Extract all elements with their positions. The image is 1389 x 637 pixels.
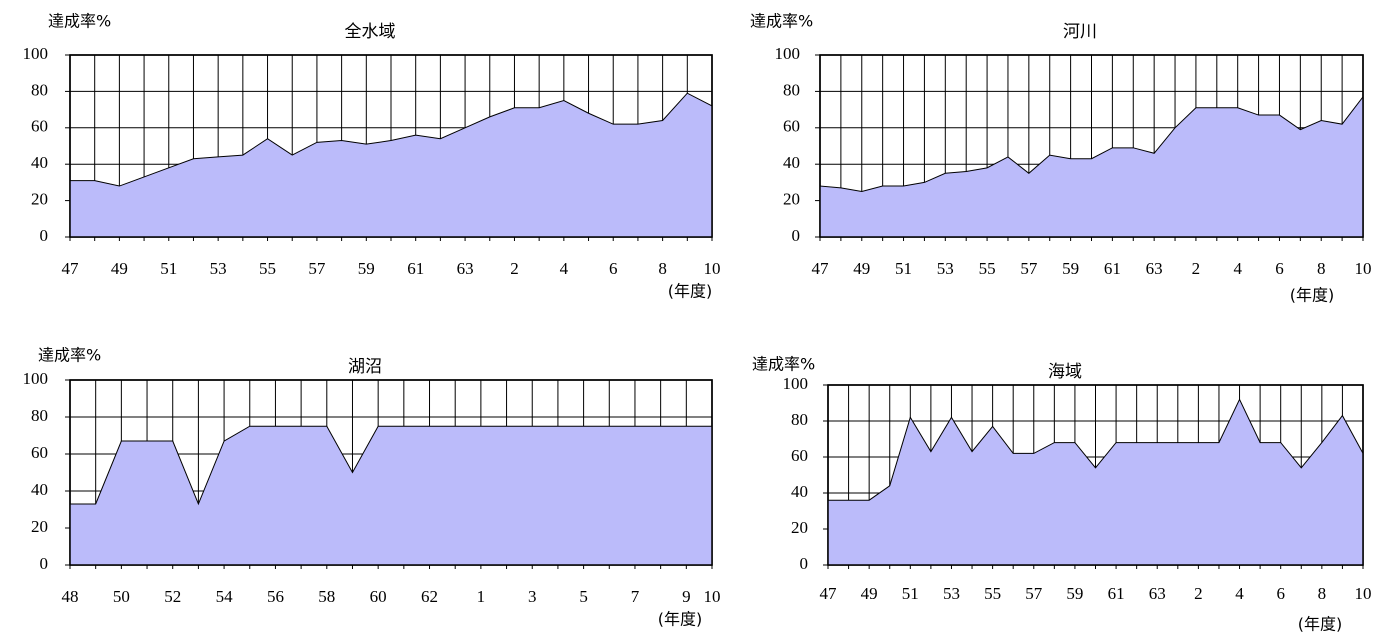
y-tick-label: 100 [23, 44, 49, 63]
x-axis-label: (年度) [1290, 286, 1335, 305]
y-tick-label: 80 [31, 406, 48, 425]
y-tick-label: 100 [783, 374, 809, 393]
x-tick-label: 3 [528, 587, 537, 606]
x-tick-label: 62 [421, 587, 438, 606]
x-tick-label: 55 [259, 259, 276, 278]
x-tick-label: 8 [1318, 584, 1327, 603]
y-tick-label: 20 [791, 518, 808, 537]
x-tick-label: 53 [210, 259, 227, 278]
x-tick-label: 4 [1235, 584, 1244, 603]
x-tick-label: 61 [1108, 584, 1125, 603]
x-tick-label: 57 [1025, 584, 1043, 603]
x-tick-label: 47 [62, 259, 80, 278]
x-tick-label: 51 [902, 584, 919, 603]
x-tick-label: 10 [1355, 584, 1372, 603]
y-tick-label: 60 [31, 117, 48, 136]
chart-title: 河川 [1063, 22, 1097, 42]
y-axis-label: 達成率% [752, 355, 815, 374]
y-tick-label: 40 [783, 153, 800, 172]
x-tick-label: 6 [1275, 259, 1284, 278]
chart-title: 海域 [1048, 362, 1082, 382]
y-tick-label: 60 [31, 443, 48, 462]
x-tick-label: 50 [113, 587, 130, 606]
chart-title: 湖沼 [348, 357, 382, 377]
x-tick-label: 2 [1192, 259, 1201, 278]
x-tick-label: 49 [861, 584, 878, 603]
y-tick-label: 40 [791, 482, 808, 501]
x-tick-label: 63 [1149, 584, 1166, 603]
x-tick-label: 2 [1194, 584, 1203, 603]
chart-title: 全水域 [345, 22, 396, 42]
y-tick-label: 80 [31, 80, 48, 99]
x-tick-label: 56 [267, 587, 284, 606]
x-tick-label: 61 [1104, 259, 1121, 278]
x-tick-label: 49 [853, 259, 870, 278]
area [827, 398, 1364, 566]
y-tick-label: 0 [40, 226, 49, 245]
x-tick-label: 63 [1146, 259, 1163, 278]
area [69, 425, 713, 566]
y-tick-label: 20 [31, 517, 48, 536]
x-tick-label: 1 [477, 587, 486, 606]
x-tick-label: 8 [658, 259, 667, 278]
x-tick-label: 6 [1276, 584, 1285, 603]
plot-border [69, 379, 713, 566]
x-axis-label: (年度) [658, 610, 703, 629]
x-tick-label: 54 [216, 587, 234, 606]
y-tick-label: 20 [783, 190, 800, 209]
x-tick-label: 47 [812, 259, 830, 278]
x-tick-label: 51 [160, 259, 177, 278]
y-tick-label: 100 [775, 44, 801, 63]
area [69, 92, 713, 238]
x-tick-label: 58 [318, 587, 335, 606]
x-tick-label: 63 [457, 259, 474, 278]
y-tick-label: 80 [783, 80, 800, 99]
x-tick-label: 10 [704, 587, 721, 606]
x-tick-label: 6 [609, 259, 618, 278]
x-tick-label: 9 [682, 587, 691, 606]
x-tick-label: 59 [1066, 584, 1083, 603]
y-tick-label: 40 [31, 153, 48, 172]
x-tick-label: 49 [111, 259, 128, 278]
x-tick-label: 61 [407, 259, 424, 278]
y-axis-label: 達成率% [48, 12, 111, 31]
y-tick-label: 0 [800, 554, 809, 573]
x-tick-label: 53 [937, 259, 954, 278]
x-tick-label: 59 [358, 259, 375, 278]
x-tick-label: 10 [704, 259, 721, 278]
x-tick-label: 7 [631, 587, 640, 606]
x-tick-label: 8 [1317, 259, 1326, 278]
y-tick-label: 0 [792, 226, 801, 245]
y-tick-label: 20 [31, 190, 48, 209]
x-tick-label: 57 [1020, 259, 1038, 278]
x-tick-label: 57 [308, 259, 326, 278]
x-tick-label: 52 [164, 587, 181, 606]
y-tick-label: 100 [23, 369, 49, 388]
y-tick-label: 60 [791, 446, 808, 465]
y-axis-label: 達成率% [38, 346, 101, 365]
y-tick-label: 0 [40, 554, 49, 573]
x-tick-label: 10 [1355, 259, 1372, 278]
x-tick-label: 2 [510, 259, 519, 278]
y-axis-label: 達成率% [750, 12, 813, 31]
y-tick-label: 60 [783, 117, 800, 136]
x-axis-label: (年度) [668, 282, 713, 301]
x-tick-label: 51 [895, 259, 912, 278]
x-tick-label: 47 [820, 584, 838, 603]
x-tick-label: 60 [370, 587, 387, 606]
x-tick-label: 55 [984, 584, 1001, 603]
x-tick-label: 55 [979, 259, 996, 278]
x-tick-label: 48 [62, 587, 79, 606]
x-axis-label: (年度) [1298, 615, 1343, 634]
y-tick-label: 40 [31, 480, 48, 499]
x-tick-label: 59 [1062, 259, 1079, 278]
y-tick-label: 80 [791, 410, 808, 429]
x-tick-label: 4 [560, 259, 569, 278]
x-tick-label: 5 [579, 587, 588, 606]
area [819, 95, 1364, 238]
x-tick-label: 4 [1233, 259, 1242, 278]
x-tick-label: 53 [943, 584, 960, 603]
